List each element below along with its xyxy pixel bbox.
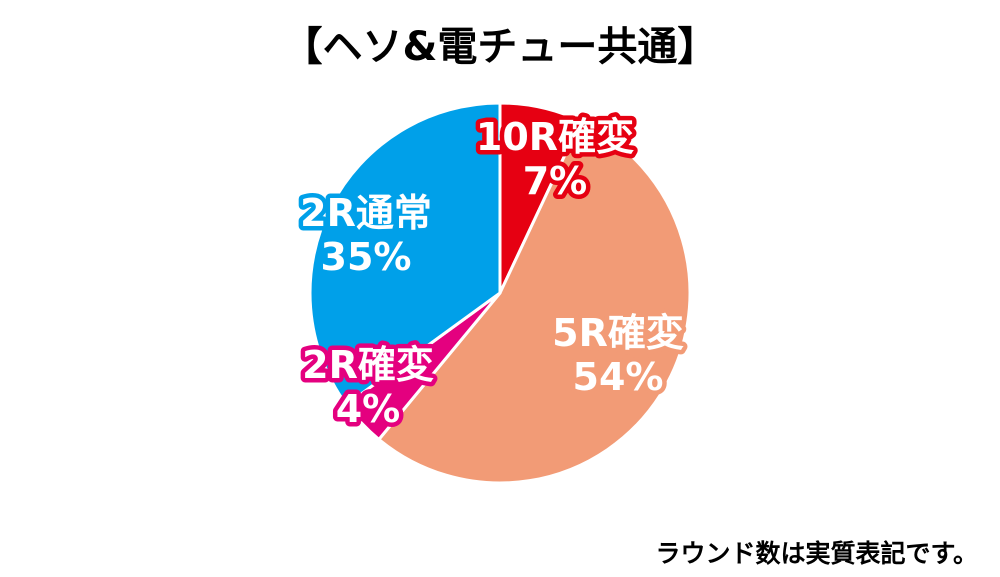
slice-label: 2R通常 35% — [300, 191, 432, 279]
pie-slice — [308, 101, 502, 407]
pie-slices — [308, 101, 692, 485]
slice-value-label: 7% — [523, 159, 588, 203]
slice-value-label: 35% — [321, 235, 412, 279]
slice-category-label: 10R確変 — [476, 115, 634, 159]
slice-label: 10R確変 7% — [476, 115, 634, 203]
slice-category-label: 5R確変 — [552, 311, 684, 355]
slice-category-label: 2R通常 — [300, 191, 432, 235]
slice-label: 5R確変 54% — [552, 311, 684, 399]
footnote: ラウンド数は実質表記です。 — [655, 539, 978, 568]
slice-labels: 10R確変 7% 5R確変 54% 2R確変 4% 2R通常 35% — [296, 111, 689, 436]
pie-slice — [376, 119, 692, 485]
chart-title: 【ヘソ&電チュー共通】 — [283, 24, 718, 70]
slice-value-label: 54% — [573, 355, 664, 399]
slice-label: 2R確変 4% — [302, 343, 434, 431]
slice-value-label: 4% — [336, 387, 401, 431]
slice-category-label: 2R確変 — [302, 343, 434, 387]
